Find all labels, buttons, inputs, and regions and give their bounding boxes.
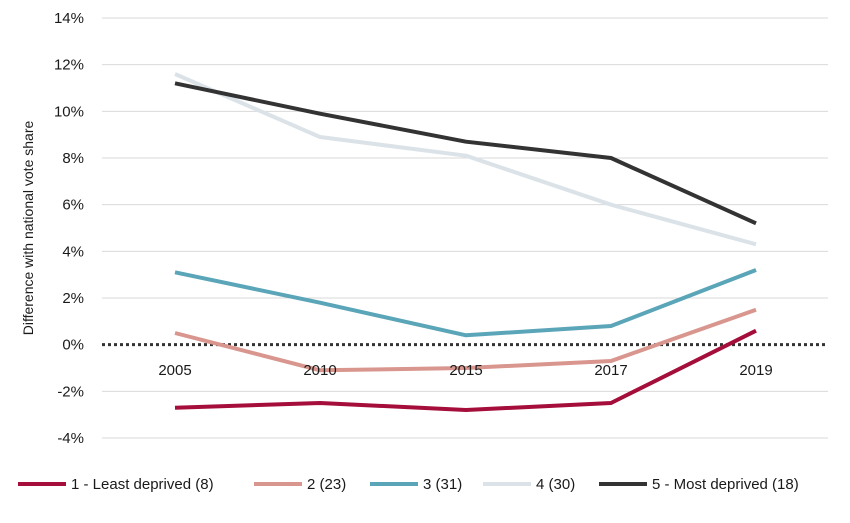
y-tick-label: 4% xyxy=(62,243,84,260)
legend-label: 4 (30) xyxy=(536,476,575,493)
series-lines xyxy=(174,72,757,412)
legend-label: 5 - Most deprived (18) xyxy=(652,476,799,493)
legend: 1 - Least deprived (8) 2 (23) 3 (31) 4 (30)… xyxy=(18,476,799,493)
x-tick-label: 2019 xyxy=(739,362,772,379)
series-line xyxy=(174,72,757,247)
legend-item: 3 (31) xyxy=(370,476,462,493)
y-axis-ticks: -4% -2% 0% 2% 4% 6% 8% 10% 12% 14% xyxy=(54,10,84,447)
y-tick-label: -2% xyxy=(57,383,84,400)
x-tick-label: 2015 xyxy=(449,362,482,379)
series-line xyxy=(174,307,757,373)
legend-item: 4 (30) xyxy=(483,476,575,493)
y-tick-label: 8% xyxy=(62,150,84,167)
series-line xyxy=(174,81,757,226)
y-tick-label: 14% xyxy=(54,10,84,27)
legend-label: 1 - Least deprived (8) xyxy=(71,476,214,493)
legend-item: 1 - Least deprived (8) xyxy=(18,476,214,493)
series-line xyxy=(174,268,757,338)
x-tick-label: 2005 xyxy=(158,362,191,379)
y-tick-label: -4% xyxy=(57,430,84,447)
legend-item: 2 (23) xyxy=(254,476,346,493)
x-tick-label: 2010 xyxy=(303,362,336,379)
y-tick-label: 12% xyxy=(54,57,84,74)
legend-label: 2 (23) xyxy=(307,476,346,493)
y-tick-label: 2% xyxy=(62,290,84,307)
y-tick-label: 10% xyxy=(54,103,84,120)
legend-item: 5 - Most deprived (18) xyxy=(599,476,799,493)
gridlines xyxy=(102,17,828,439)
y-tick-label: 0% xyxy=(62,337,84,354)
x-axis-ticks: 2005 2010 2015 2017 2019 xyxy=(158,362,772,379)
x-tick-label: 2017 xyxy=(594,362,627,379)
y-axis-title: Difference with national vote share xyxy=(20,121,36,336)
series-line xyxy=(174,328,757,412)
legend-label: 3 (31) xyxy=(423,476,462,493)
y-tick-label: 6% xyxy=(62,197,84,214)
